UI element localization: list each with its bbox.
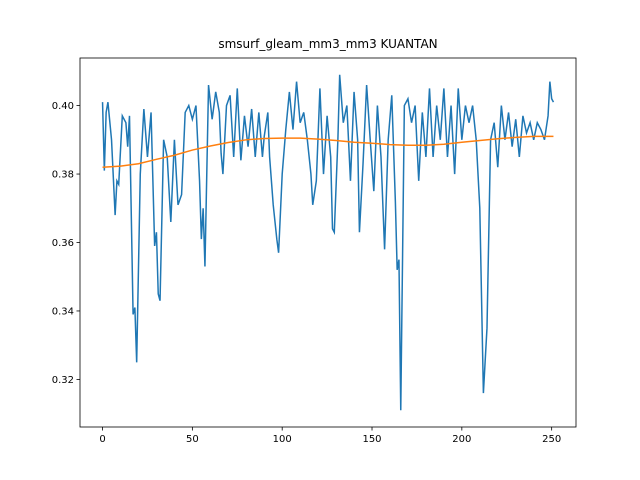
x-tick-label: 200 [452, 434, 471, 445]
x-tick-label: 150 [362, 434, 381, 445]
line-series [101, 74, 555, 411]
x-tick-label: 0 [99, 434, 105, 445]
chart-title: smsurf_gleam_mm3_mm3 KUANTAN [218, 37, 437, 51]
y-tick-label: 0.32 [52, 375, 74, 386]
line-series [102, 135, 554, 168]
plot-frame [79, 57, 577, 428]
y-tick-label: 0.34 [52, 306, 74, 317]
x-tick-label: 50 [186, 434, 199, 445]
y-tick-label: 0.36 [52, 238, 74, 249]
y-tick-label: 0.40 [52, 101, 74, 112]
x-tick-label: 250 [542, 434, 561, 445]
y-tick-label: 0.38 [52, 170, 74, 181]
x-tick-label: 100 [273, 434, 292, 445]
